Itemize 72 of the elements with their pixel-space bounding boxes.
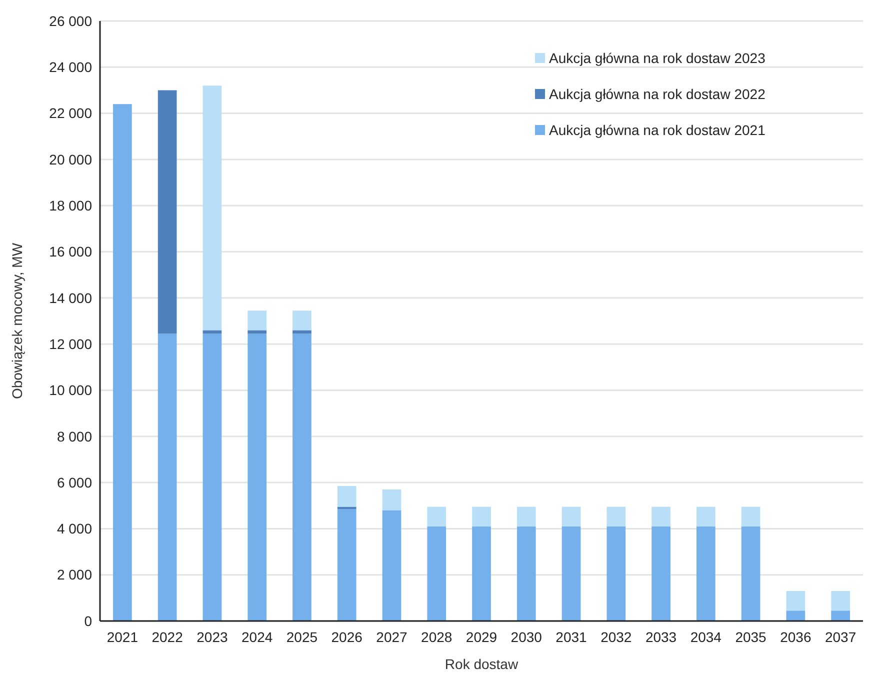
x-tick-label: 2027: [376, 629, 408, 645]
bar: [292, 330, 312, 334]
legend-label: Aukcja główna na rok dostaw 2022: [549, 86, 766, 102]
y-tick-label: 26 000: [49, 12, 92, 29]
x-tick-label: 2025: [286, 629, 318, 645]
y-tick-label: 22 000: [49, 105, 92, 122]
bar: [562, 526, 581, 621]
bar: [516, 526, 536, 621]
bar: [202, 330, 222, 334]
bar: [786, 591, 806, 611]
bar: [202, 334, 222, 621]
bar: [696, 506, 716, 526]
x-tick-label: 2023: [196, 629, 228, 645]
y-tick-label: 0: [84, 612, 92, 629]
bar: [382, 489, 402, 510]
x-tick-label: 2024: [242, 629, 273, 645]
bar: [741, 506, 760, 526]
bar: [248, 334, 267, 621]
y-tick-label: 16 000: [49, 244, 92, 260]
bar: [158, 90, 177, 334]
x-tick-label: 2030: [510, 629, 542, 645]
x-axis-title: Rok dostaw: [444, 656, 519, 672]
bar: [831, 610, 850, 621]
bar: [427, 526, 446, 621]
x-tick-label: 2026: [331, 629, 363, 645]
bar: [248, 310, 267, 330]
y-tick-label: 6 000: [56, 474, 92, 490]
bar: [292, 310, 312, 330]
y-axis-title: Obowiązek mocowy, MW: [9, 242, 25, 400]
x-tick-label: 2022: [152, 629, 184, 645]
bar: [652, 506, 670, 526]
bar: [292, 334, 312, 621]
bar: [202, 86, 222, 330]
bar: [562, 506, 581, 526]
x-tick-label: 2028: [421, 629, 452, 645]
y-tick-label: 14 000: [49, 290, 92, 306]
y-tick-label: 4 000: [56, 520, 92, 537]
y-tick-label: 8 000: [56, 428, 92, 444]
bar: [382, 510, 402, 621]
x-tick-label: 2021: [106, 629, 138, 645]
legend-label: Aukcja główna na rok dostaw 2023: [549, 50, 766, 66]
bar: [652, 526, 670, 621]
bar: [337, 509, 356, 621]
x-tick-label: 2029: [466, 629, 498, 645]
bar: [472, 506, 491, 526]
bar: [831, 591, 850, 611]
bar: [516, 506, 536, 526]
y-tick-label: 24 000: [49, 59, 92, 76]
bar: [786, 610, 806, 621]
bar: [337, 486, 356, 507]
y-tick-label: 2 000: [56, 566, 92, 583]
x-tick-label: 2035: [735, 629, 767, 645]
x-tick-label: 2033: [645, 629, 677, 645]
bar: [472, 526, 491, 621]
y-tick-label: 10 000: [49, 382, 92, 398]
bar: [696, 526, 716, 621]
bar: [606, 526, 626, 621]
bar: [248, 330, 267, 334]
bar: [741, 526, 760, 621]
x-tick-label: 2036: [780, 629, 812, 645]
bar: [113, 104, 132, 621]
x-tick-label: 2031: [556, 629, 588, 645]
y-tick-label: 12 000: [49, 336, 92, 352]
bar: [427, 506, 446, 526]
legend-label: Aukcja główna na rok dostaw 2021: [549, 122, 766, 138]
x-tick-label: 2037: [824, 629, 856, 645]
bar: [158, 334, 177, 621]
y-tick-label: 18 000: [49, 198, 92, 214]
x-tick-label: 2032: [600, 629, 632, 645]
y-tick-label: 20 000: [49, 151, 92, 168]
bar: [606, 506, 626, 526]
x-tick-label: 2034: [690, 629, 722, 645]
